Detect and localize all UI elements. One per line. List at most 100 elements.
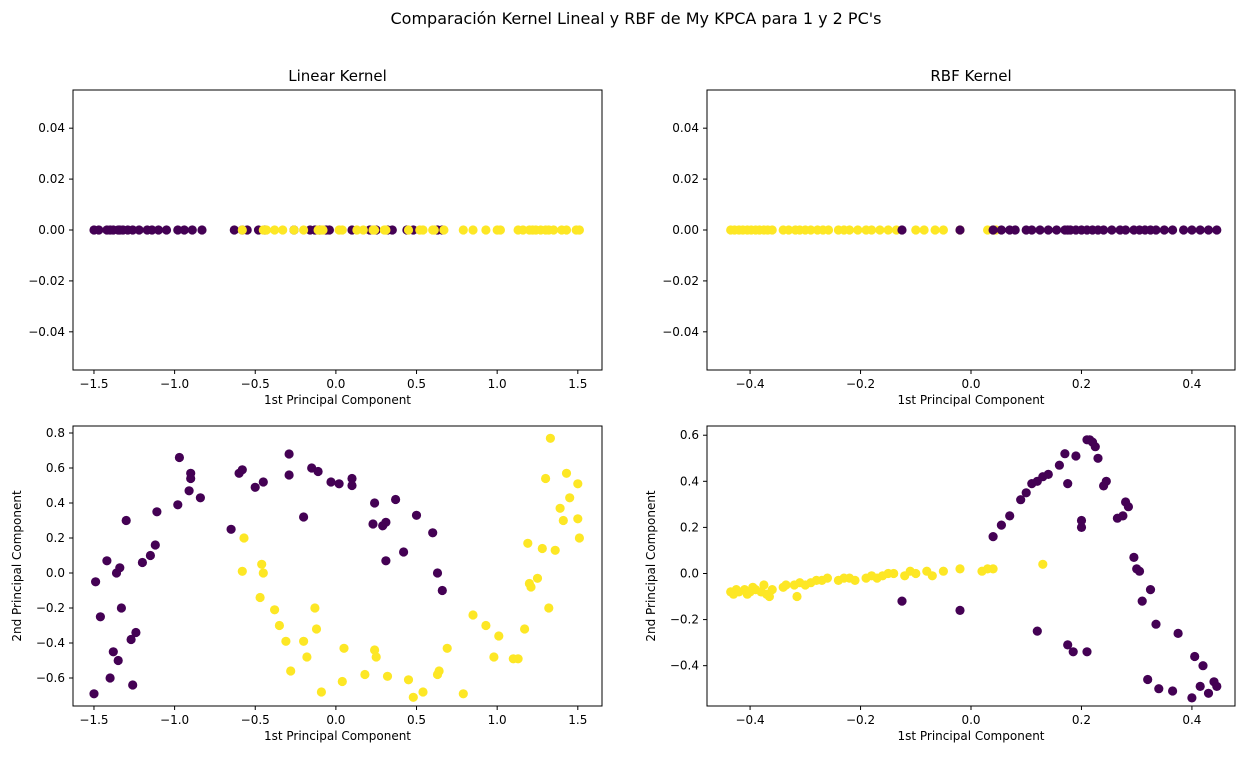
data-point: [411, 510, 422, 520]
y-tick-label: 0.00: [38, 223, 65, 237]
data-point: [1043, 225, 1053, 235]
data-point: [1134, 566, 1145, 576]
y-tick-label: −0.4: [36, 636, 65, 650]
data-point: [229, 225, 239, 235]
data-point: [352, 225, 362, 235]
data-point: [1071, 451, 1081, 461]
data-point: [311, 624, 322, 634]
data-point: [1060, 449, 1070, 459]
data-point: [481, 620, 491, 631]
data-point: [938, 566, 949, 576]
data-point: [302, 652, 312, 662]
data-point: [95, 612, 105, 622]
data-point: [197, 225, 207, 235]
data-point: [1143, 674, 1153, 685]
data-point: [1151, 225, 1161, 235]
y-tick-label: 0.4: [46, 496, 65, 510]
data-point: [526, 582, 536, 592]
data-point: [955, 564, 965, 574]
data-point: [442, 643, 452, 653]
y-axis-label: 2nd Principal Component: [644, 490, 658, 642]
data-point: [278, 225, 288, 235]
data-point: [174, 452, 184, 463]
data-point: [513, 654, 523, 664]
data-point: [823, 225, 834, 235]
rbf-kernel-1pc-axes: −0.4 −0.2 0.0 0.2 0.4 −0.04 −0.02 0.00 0.02 0.04 R…: [662, 67, 1236, 407]
x-tick-label: −0.5: [241, 713, 270, 727]
data-point: [418, 687, 428, 697]
data-point: [1187, 225, 1197, 235]
data-point: [481, 225, 491, 235]
data-point: [781, 580, 791, 590]
data-point: [153, 225, 164, 235]
data-point: [326, 477, 336, 487]
x-tick-label: 0.4: [1182, 377, 1201, 391]
y-tick-label: 0.6: [46, 461, 65, 475]
data-point: [955, 605, 965, 616]
data-point: [437, 585, 447, 596]
data-point: [806, 225, 816, 235]
data-point: [337, 676, 347, 687]
data-point: [432, 568, 443, 578]
x-tick-label: −0.4: [736, 713, 765, 727]
data-point: [403, 675, 414, 685]
data-point: [883, 225, 893, 235]
y-tick-label: −0.2: [670, 613, 699, 627]
data-point: [91, 577, 101, 587]
x-tick-label: −0.2: [846, 713, 875, 727]
data-point: [128, 225, 138, 235]
data-point: [764, 591, 775, 602]
data-point: [458, 689, 468, 699]
axes-title: Linear Kernel: [288, 67, 387, 85]
data-point: [347, 473, 357, 484]
x-tick-label: −0.4: [736, 377, 765, 391]
data-point: [186, 473, 196, 484]
data-point: [558, 515, 568, 526]
data-point: [468, 610, 478, 620]
data-point: [1212, 225, 1222, 235]
data-point: [371, 652, 381, 662]
axes-title: RBF Kernel: [930, 67, 1011, 85]
x-tick-label: 0.2: [1072, 377, 1091, 391]
data-point: [520, 624, 530, 634]
data-point: [518, 225, 528, 235]
x-tick-label: 1.5: [568, 377, 587, 391]
data-point: [565, 493, 575, 503]
y-axis-label: 2nd Principal Component: [10, 490, 24, 642]
figure-suptitle: Comparación Kernel Lineal y RBF de My KP…: [391, 9, 882, 28]
data-point: [108, 647, 118, 657]
data-point: [258, 477, 268, 487]
rbf-kernel-2pc-axes: −0.4 −0.2 0.0 0.2 0.4 −0.4 −0.2 0.0 0.2 0.4 0.6 1st…: [644, 425, 1236, 743]
data-point: [927, 571, 937, 581]
data-point: [258, 568, 268, 578]
data-point: [468, 225, 478, 235]
data-point: [1027, 225, 1037, 235]
data-point: [418, 225, 428, 235]
y-tick-label: 0.04: [672, 121, 699, 135]
data-point: [434, 666, 444, 676]
data-point: [324, 225, 334, 235]
linear-kernel-2pc-axes: −1.5 −1.0 −0.5 0.0 0.5 1.0 1.5 −0.6 −0.4 −0.2 0.0 0…: [10, 425, 603, 743]
data-point: [541, 473, 551, 484]
data-point: [358, 225, 368, 235]
data-point: [574, 225, 585, 235]
data-point: [387, 225, 397, 235]
data-point: [226, 524, 236, 534]
data-point: [996, 225, 1007, 235]
data-point: [94, 225, 104, 235]
data-point: [573, 514, 583, 524]
data-point: [1068, 647, 1078, 657]
x-tick-label: −1.5: [79, 377, 108, 391]
data-point: [145, 550, 155, 561]
data-point: [930, 225, 940, 235]
data-point: [1198, 661, 1208, 671]
data-point: [853, 225, 863, 235]
data-point: [368, 519, 378, 529]
data-point: [911, 225, 921, 235]
data-point: [137, 557, 147, 568]
data-point: [284, 449, 294, 459]
data-point: [574, 533, 585, 543]
scatter-points: [89, 433, 585, 702]
x-tick-label: 0.0: [326, 713, 345, 727]
data-point: [299, 636, 309, 646]
